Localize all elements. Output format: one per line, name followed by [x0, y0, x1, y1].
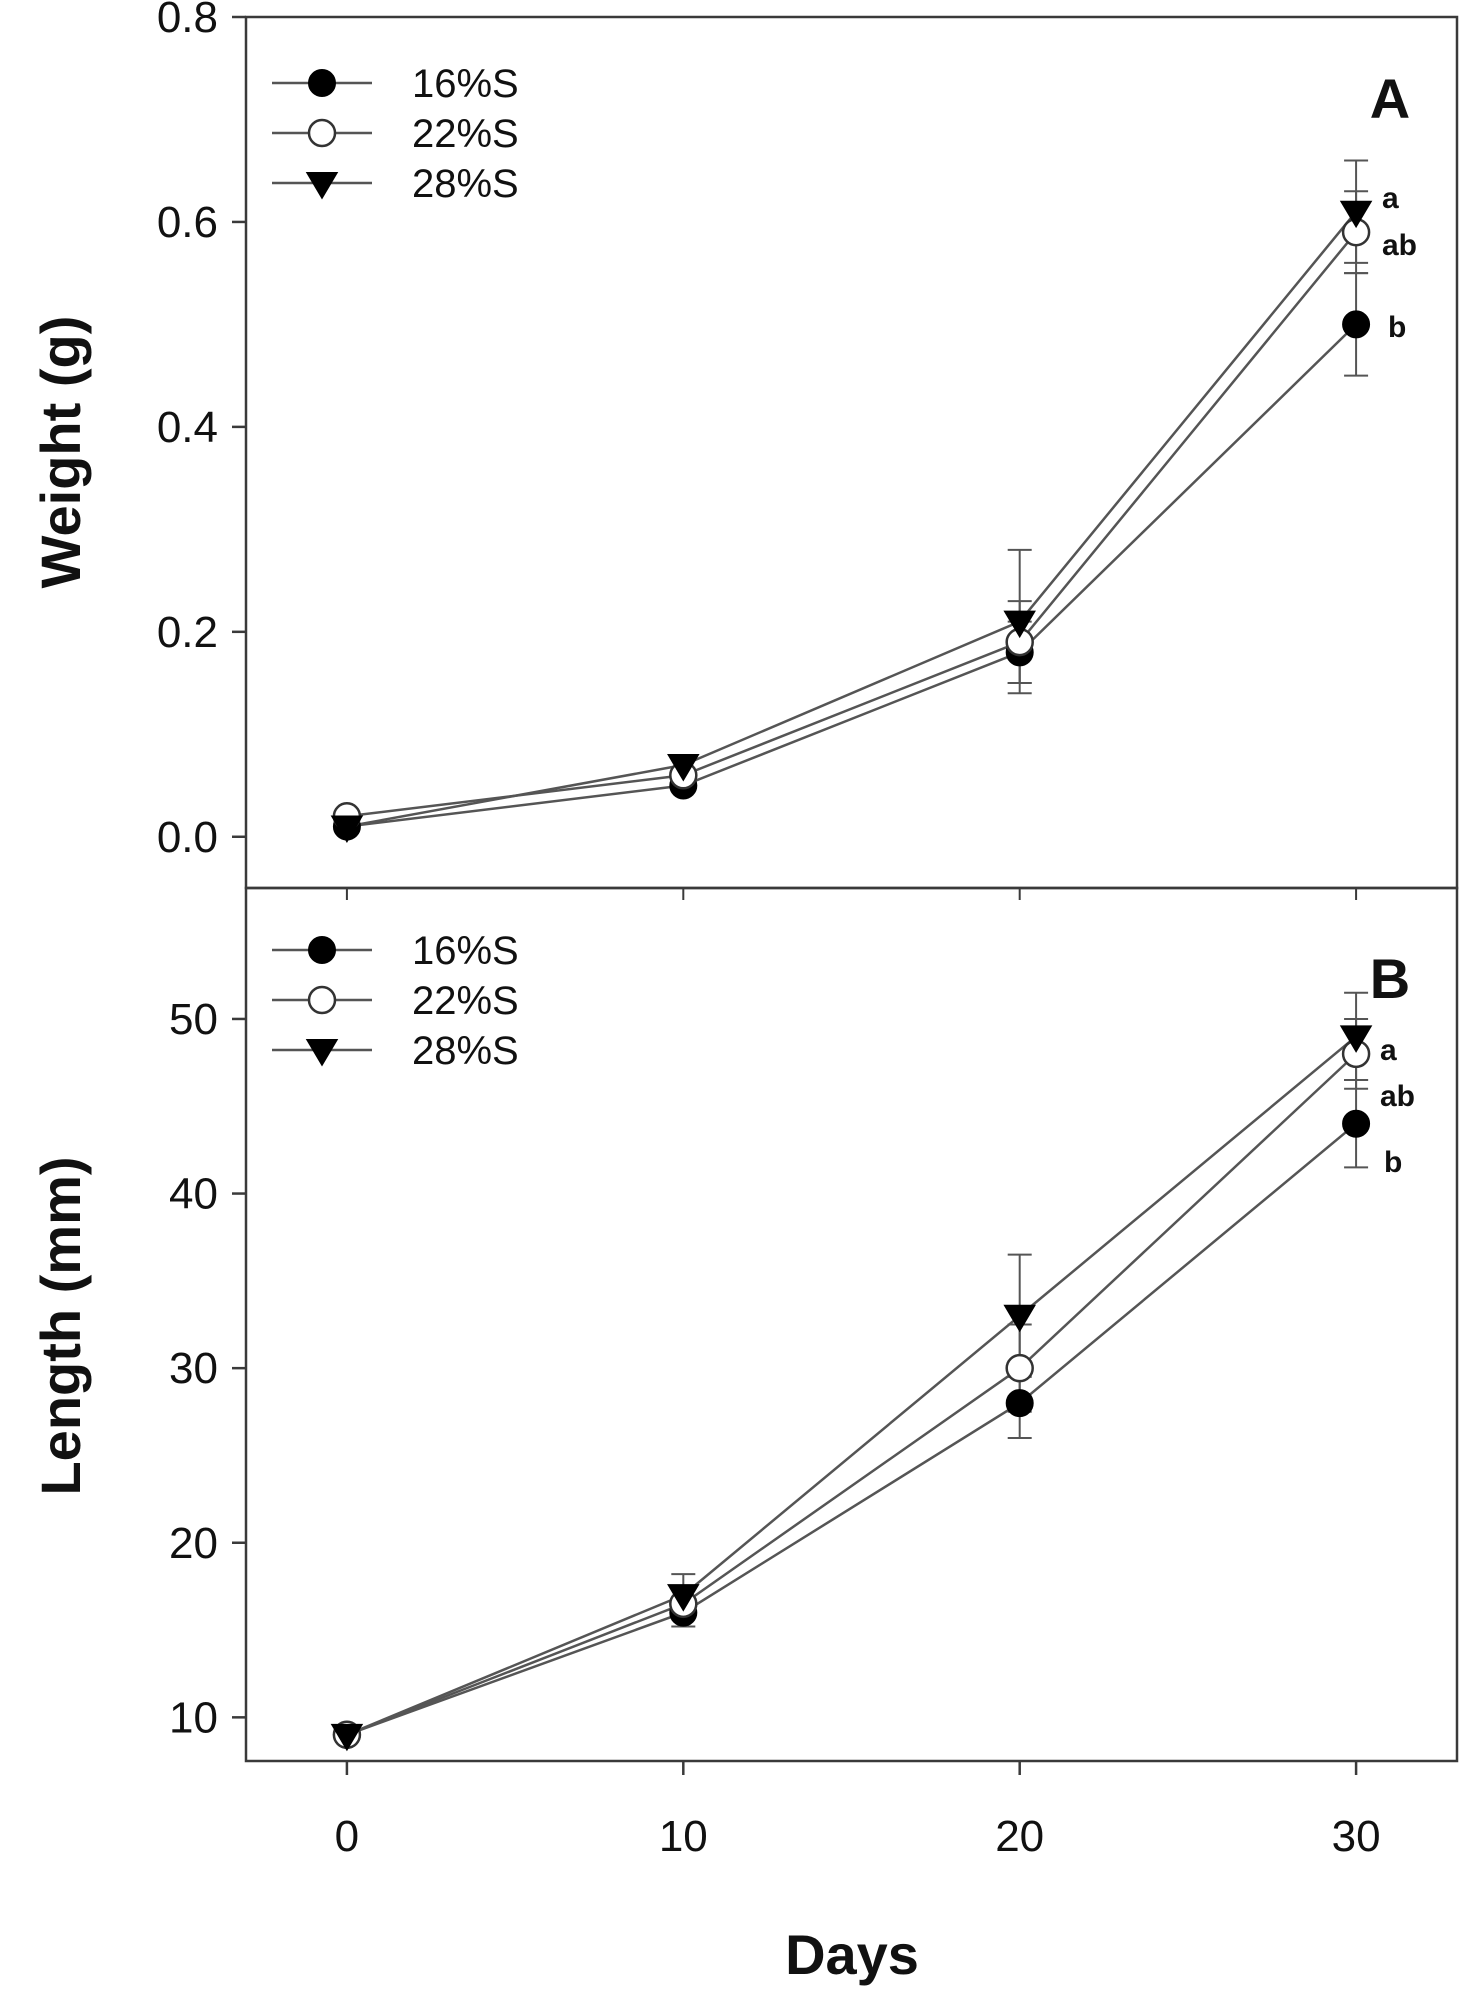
panel-b-ytick-label-2: 30 — [169, 1344, 218, 1393]
panel-b-point-0-2 — [1005, 1389, 1034, 1418]
panel-b-series-line-1 — [346, 1052, 1357, 1736]
panel-a-point-2-0 — [330, 815, 364, 844]
panel-b-legend: 16%S 22%S 28%S — [272, 929, 519, 1073]
panel-b-point-0-3 — [1342, 1109, 1371, 1138]
panel-b-legend-marker-1 — [307, 985, 337, 1015]
panel-b-series-line-2 — [346, 1035, 1357, 1736]
panel-b-legend-marker-0 — [308, 936, 336, 964]
panel-b-xtick-label-2: 20 — [995, 1812, 1044, 1861]
panel-b-xtick-label-3: 30 — [1332, 1812, 1381, 1861]
panel-a-ytick-label-0: 0.0 — [157, 813, 218, 862]
panel-b-annotation-ab: ab — [1380, 1080, 1415, 1113]
panel-a-y-axis: 0.0 0.2 0.4 0.6 0.8 — [157, 0, 1358, 900]
panel-a-legend-marker-0 — [308, 69, 336, 97]
panel-b-ytick-label-4: 50 — [169, 995, 218, 1044]
panel-a-series-line-1 — [346, 231, 1358, 818]
panel-b-series — [330, 991, 1373, 1752]
panel-b-point-2-3 — [1339, 1025, 1373, 1053]
panel-b-ytick-label-1: 20 — [169, 1519, 218, 1568]
panel-b-legend-label-0: 16%S — [412, 929, 519, 973]
panel-a-legend-marker-2 — [305, 172, 339, 200]
panel-b-xlabel: Days — [785, 1923, 919, 1986]
panel-a-ytick-label-2: 0.4 — [157, 403, 218, 452]
panel-b-ytick-label-3: 40 — [169, 1170, 218, 1219]
panel-a-label: A — [1370, 67, 1410, 130]
panel-a-legend-marker-1 — [307, 118, 337, 148]
panel-b-x-axis: 0 10 20 30 — [335, 1761, 1381, 1861]
panel-a: A Weight (g) 0.0 0.2 0.4 0.6 0.8 16%S 22%S 28%… — [29, 0, 1459, 900]
panel-b: B Length (mm) Days 10 20 30 40 50 0 10 20 30 16… — [29, 886, 1459, 1986]
panel-b-label: B — [1370, 947, 1410, 1010]
panel-b-annotation-a: a — [1380, 1034, 1397, 1067]
panel-b-ylabel: Length (mm) — [29, 1156, 92, 1495]
panel-a-ytick-label-4: 0.8 — [157, 0, 218, 42]
panel-a-ylabel: Weight (g) — [29, 316, 92, 589]
panel-a-legend-label-0: 16%S — [412, 62, 519, 106]
panel-b-legend-marker-2 — [305, 1039, 339, 1067]
panel-a-legend: 16%S 22%S 28%S — [272, 62, 519, 206]
panel-a-legend-label-2: 28%S — [412, 162, 519, 206]
panel-a-ytick-label-3: 0.6 — [157, 198, 218, 247]
panel-a-series-line-2 — [346, 210, 1358, 828]
panel-a-point-2-2 — [1003, 610, 1036, 639]
panel-a-annotation-b: b — [1388, 311, 1406, 344]
panel-a-series-line-0 — [346, 323, 1357, 828]
panel-a-point-2-1 — [667, 754, 700, 782]
panel-b-xtick-label-1: 10 — [659, 1812, 708, 1861]
panel-b-significance: a ab b — [1380, 1034, 1415, 1179]
panel-b-xtick-label-0: 0 — [335, 1812, 359, 1861]
panel-b-ytick-label-0: 10 — [169, 1693, 218, 1742]
panel-a-series — [330, 159, 1373, 844]
panel-a-ytick-label-1: 0.2 — [157, 608, 218, 657]
panel-b-y-axis: 10 20 30 40 50 — [169, 995, 246, 1742]
panel-b-legend-label-1: 22%S — [412, 979, 519, 1023]
panel-a-legend-label-1: 22%S — [412, 112, 519, 156]
panel-a-point-0-3 — [1342, 310, 1371, 339]
panel-b-point-1-2 — [1005, 1353, 1034, 1383]
panel-a-significance: a ab b — [1382, 182, 1417, 344]
panel-b-legend-label-2: 28%S — [412, 1029, 519, 1073]
panel-b-series-line-0 — [346, 1122, 1357, 1736]
panel-a-annotation-a: a — [1382, 182, 1399, 215]
panel-b-annotation-b: b — [1384, 1146, 1402, 1179]
panel-a-annotation-ab: ab — [1382, 229, 1417, 262]
panel-b-frame — [244, 886, 1459, 1763]
panel-b-point-2-0 — [330, 1723, 364, 1752]
panel-b-point-2-2 — [1003, 1304, 1036, 1333]
panel-b-point-2-1 — [667, 1584, 700, 1612]
panel-a-point-2-3 — [1339, 200, 1373, 229]
